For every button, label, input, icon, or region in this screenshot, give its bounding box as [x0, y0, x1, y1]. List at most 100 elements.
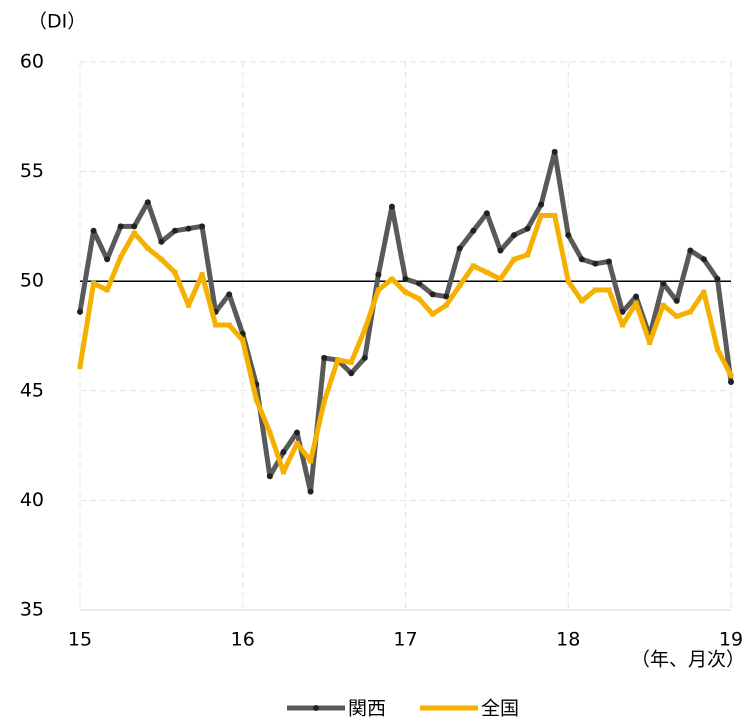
- point: [158, 256, 164, 262]
- point: [199, 272, 205, 278]
- point: [565, 232, 572, 239]
- point: [592, 260, 599, 267]
- y-tick-label: 50: [20, 270, 44, 292]
- point: [131, 230, 137, 236]
- legend-label: 関西: [348, 698, 386, 720]
- point: [375, 287, 381, 293]
- point: [565, 278, 571, 284]
- y-tick-label: 60: [20, 51, 44, 73]
- y-tick-label: 45: [20, 379, 44, 401]
- point: [674, 313, 680, 319]
- point: [199, 223, 206, 230]
- point: [416, 280, 423, 287]
- point: [361, 354, 368, 361]
- point: [186, 302, 191, 308]
- point: [538, 212, 544, 218]
- point: [389, 276, 395, 282]
- point: [307, 488, 314, 495]
- x-tick-label: 17: [393, 629, 417, 651]
- point: [470, 263, 476, 269]
- point: [430, 311, 436, 317]
- point: [145, 245, 151, 251]
- x-axis-label: （年、月次）: [631, 649, 745, 671]
- point: [362, 326, 368, 332]
- point: [714, 276, 721, 283]
- point: [483, 210, 490, 217]
- x-tick-label: 16: [231, 629, 255, 651]
- point: [388, 203, 395, 210]
- point: [280, 469, 286, 475]
- point: [104, 287, 110, 293]
- point: [619, 308, 626, 315]
- point: [321, 354, 328, 361]
- point: [171, 227, 178, 234]
- point: [226, 322, 232, 328]
- point: [172, 269, 178, 275]
- legend-label: 全国: [481, 698, 519, 720]
- point: [714, 346, 720, 352]
- point: [700, 256, 707, 263]
- point: [484, 269, 490, 275]
- point: [77, 308, 83, 315]
- point: [457, 283, 463, 289]
- y-tick-label: 55: [20, 160, 44, 182]
- point: [620, 322, 625, 328]
- point: [551, 148, 558, 155]
- point: [348, 370, 355, 377]
- point: [429, 291, 436, 298]
- point: [158, 238, 165, 245]
- point: [470, 227, 477, 234]
- point: [524, 225, 531, 232]
- point: [240, 337, 246, 343]
- point: [266, 473, 273, 480]
- y-tick-label: 35: [20, 599, 44, 621]
- point: [402, 276, 409, 283]
- point: [443, 302, 449, 308]
- point: [253, 397, 259, 403]
- point: [456, 245, 463, 252]
- point: [226, 291, 233, 298]
- point: [416, 296, 422, 302]
- point: [267, 429, 273, 435]
- legend-marker: [446, 705, 452, 711]
- legend-marker: [313, 705, 319, 711]
- point: [185, 225, 192, 232]
- point: [335, 357, 341, 363]
- x-tick-label: 19: [719, 629, 743, 651]
- point: [321, 399, 327, 405]
- point: [294, 440, 300, 446]
- point: [131, 223, 138, 230]
- point: [633, 300, 639, 306]
- point: [592, 287, 598, 293]
- point: [579, 298, 585, 304]
- point: [375, 271, 382, 278]
- point: [673, 297, 680, 304]
- point: [213, 322, 219, 328]
- point: [280, 449, 287, 456]
- point: [578, 256, 585, 263]
- point: [660, 302, 666, 308]
- point: [403, 289, 408, 295]
- point: [633, 293, 640, 300]
- point: [308, 458, 314, 464]
- y-axis-label: （DI）: [28, 11, 86, 33]
- x-tick-label: 18: [556, 629, 580, 651]
- point: [511, 232, 517, 239]
- point: [117, 223, 124, 230]
- point: [647, 340, 653, 346]
- point: [687, 247, 694, 254]
- y-tick-label: 40: [20, 489, 44, 511]
- point: [294, 429, 300, 436]
- point: [605, 258, 612, 265]
- point: [701, 289, 707, 295]
- point: [90, 227, 97, 234]
- point: [511, 256, 517, 262]
- point: [552, 212, 558, 218]
- point: [728, 379, 734, 386]
- point: [118, 254, 124, 260]
- x-tick-label: 15: [68, 629, 92, 651]
- point: [91, 280, 97, 286]
- point: [443, 293, 450, 300]
- point: [538, 201, 545, 208]
